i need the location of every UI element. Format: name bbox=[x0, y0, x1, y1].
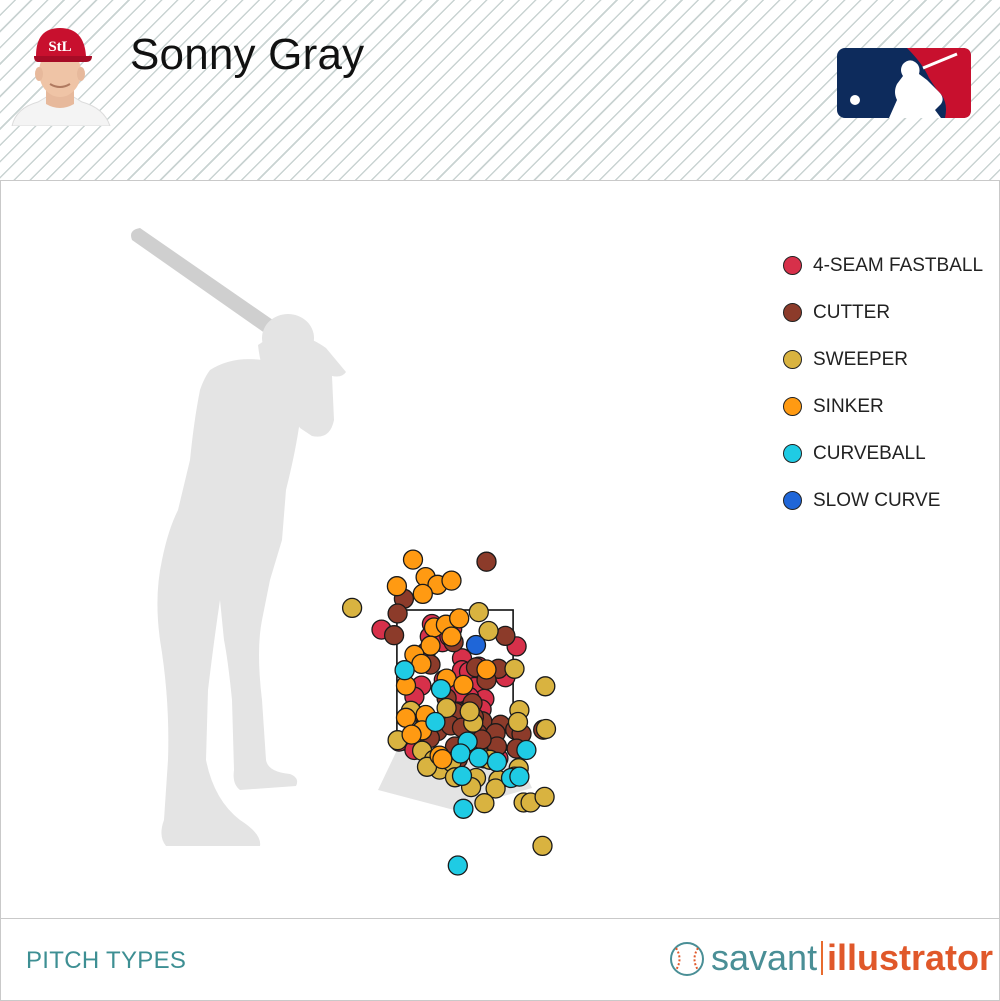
legend-label: CURVEBALL bbox=[813, 443, 926, 464]
brand-divider bbox=[821, 941, 823, 975]
pitch-point-sinker bbox=[386, 576, 408, 597]
legend-swatch bbox=[783, 350, 802, 369]
pitch-point-sinker bbox=[402, 549, 424, 570]
pitch-point-sinker bbox=[420, 635, 441, 656]
legend-label: 4-SEAM FASTBALL bbox=[813, 255, 984, 276]
pitch-point-slow-curve bbox=[465, 634, 487, 656]
pitch-point-sweeper bbox=[459, 701, 480, 722]
legend-item-4-seam-fastball: 4-SEAM FASTBALL bbox=[783, 252, 998, 299]
pitch-point-curveball bbox=[516, 739, 537, 761]
legend: 4-SEAM FASTBALL CUTTER SWEEPER SINKER CURVEB… bbox=[783, 252, 998, 534]
pitch-point-sweeper bbox=[534, 786, 555, 808]
pitch-point-curveball bbox=[486, 751, 508, 773]
pitch-point-curveball bbox=[394, 660, 415, 681]
pitch-point-sinker bbox=[412, 583, 433, 605]
batter-silhouette-icon bbox=[131, 228, 346, 846]
legend-label: CUTTER bbox=[813, 302, 891, 323]
legend-item-cutter: CUTTER bbox=[783, 299, 998, 346]
pitch-point-curveball bbox=[430, 678, 452, 700]
mlb-logo-icon bbox=[837, 48, 971, 118]
pitch-point-curveball bbox=[453, 798, 474, 819]
pitch-point-sweeper bbox=[504, 658, 525, 679]
player-name: Sonny Gray bbox=[130, 30, 365, 79]
pitch-point-sweeper bbox=[535, 718, 557, 740]
pitch-point-sinker bbox=[441, 626, 462, 647]
legend-swatch bbox=[783, 444, 802, 463]
legend-item-sweeper: SWEEPER bbox=[783, 346, 998, 393]
header-banner: StL Sonny Gray bbox=[0, 0, 1000, 181]
legend-item-slow-curve: SLOW CURVE bbox=[783, 487, 998, 534]
legend-swatch bbox=[783, 256, 802, 275]
pitch-point-sweeper bbox=[532, 835, 553, 857]
pitch-point-cutter bbox=[387, 603, 408, 624]
footer-title: PITCH TYPES bbox=[26, 947, 187, 974]
pitch-point-sweeper bbox=[341, 597, 363, 619]
pitch-point-sweeper bbox=[535, 676, 556, 697]
svg-text:StL: StL bbox=[48, 39, 71, 55]
pitch-point-sinker bbox=[476, 659, 497, 680]
pitch-points bbox=[341, 549, 557, 876]
legend-swatch bbox=[783, 491, 802, 510]
pitch-point-sweeper bbox=[507, 711, 529, 733]
pitch-point-sweeper bbox=[474, 793, 495, 814]
pitch-point-sweeper bbox=[468, 601, 489, 623]
pitch-point-cutter bbox=[495, 625, 516, 647]
pitch-point-curveball bbox=[509, 766, 530, 787]
pitch-point-sinker bbox=[395, 707, 417, 728]
pitch-point-sweeper bbox=[436, 697, 457, 719]
pitch-point-curveball bbox=[450, 743, 471, 764]
legend-label: SWEEPER bbox=[813, 349, 909, 370]
footer-bar: PITCH TYPES savant illustrator bbox=[0, 918, 1000, 1001]
pitch-point-sinker bbox=[401, 724, 422, 745]
pitch-point-cutter bbox=[383, 625, 405, 646]
pitch-point-curveball bbox=[425, 711, 446, 733]
pitch-point-curveball bbox=[447, 855, 468, 876]
legend-label: SLOW CURVE bbox=[813, 490, 941, 511]
pitch-point-sinker bbox=[453, 674, 474, 696]
legend-item-sinker: SINKER bbox=[783, 393, 998, 440]
pitch-point-sweeper bbox=[485, 778, 506, 799]
legend-swatch bbox=[783, 397, 802, 416]
pitch-point-sinker bbox=[432, 748, 453, 770]
pitch-point-sinker bbox=[449, 608, 470, 629]
pitch-point-sinker bbox=[411, 653, 432, 675]
brand-illustrator-text: illustrator bbox=[827, 937, 994, 978]
legend-swatch bbox=[783, 303, 802, 322]
pitch-point-curveball bbox=[468, 747, 489, 768]
legend-label: SINKER bbox=[813, 396, 884, 417]
baseball-icon bbox=[670, 942, 704, 976]
pitch-point-curveball bbox=[451, 765, 473, 787]
pitch-point-sweeper bbox=[478, 620, 499, 642]
savant-illustrator-logo: savant illustrator bbox=[669, 937, 993, 981]
legend-item-curveball: CURVEBALL bbox=[783, 440, 998, 487]
brand-savant-text: savant bbox=[711, 937, 818, 978]
pitch-point-sinker bbox=[441, 570, 462, 591]
pitch-point-cutter bbox=[476, 551, 497, 572]
player-headshot-icon: StL bbox=[11, 28, 111, 126]
